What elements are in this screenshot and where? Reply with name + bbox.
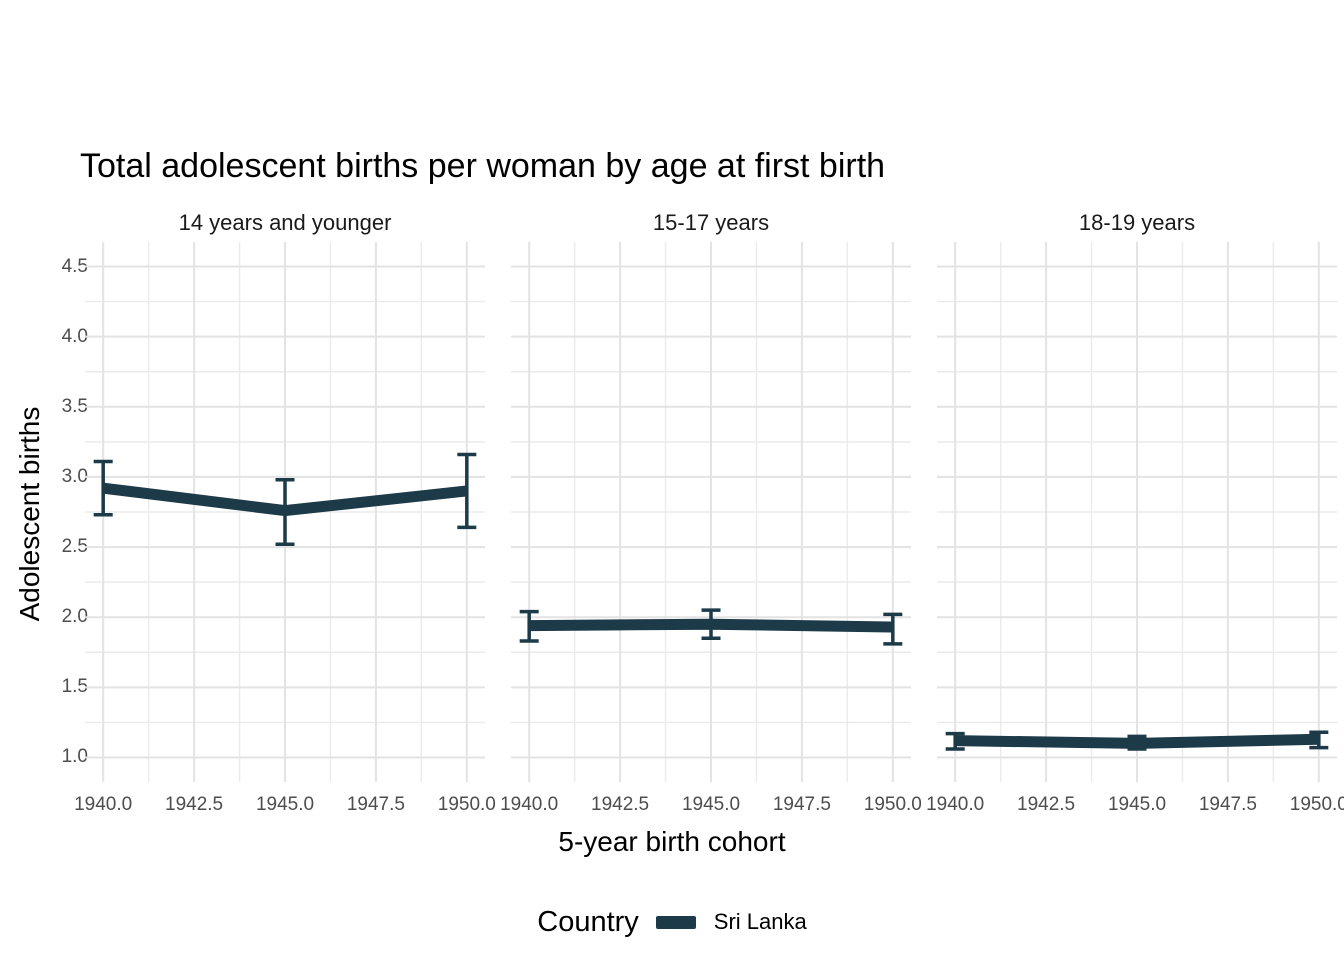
data-line (955, 733, 1319, 749)
legend-entry-label: Sri Lanka (713, 909, 807, 934)
error-bar (883, 612, 903, 646)
x-tick-label: 1950.0 (863, 794, 922, 815)
x-tick-label: 1940.0 (926, 794, 985, 815)
legend-title: Country (537, 905, 639, 938)
y-tick-label: 3.0 (61, 465, 88, 487)
x-tick-label: 1947.5 (346, 794, 405, 815)
facet-strip-label: 18-19 years (1078, 210, 1196, 235)
x-tick-label: 1942.5 (165, 794, 224, 815)
chart-title: Total adolescent births per woman by age… (80, 147, 886, 185)
y-tick-label: 2.5 (61, 536, 88, 558)
data-line (102, 482, 468, 517)
facet-strip-label: 15-17 years (652, 210, 770, 235)
data-line (529, 618, 893, 633)
legend-swatch-icon (655, 915, 696, 929)
y-tick-label: 3.5 (61, 395, 88, 417)
x-tick-label: 1947.5 (1198, 794, 1257, 815)
x-tick-label: 1950.0 (437, 794, 496, 815)
x-tick-label: 1945.0 (681, 794, 741, 815)
y-tick-label: 4.5 (61, 255, 88, 277)
x-tick-label: 1945.0 (1107, 794, 1167, 815)
error-bar (457, 452, 477, 530)
x-tick-label: 1942.5 (1017, 794, 1076, 815)
y-axis-title: Adolescent births (14, 406, 45, 622)
facet-panel (85, 242, 485, 782)
x-tick-label: 1950.0 (1289, 794, 1344, 815)
x-tick-label: 1940.0 (74, 794, 133, 815)
x-tick-label: 1942.5 (591, 794, 650, 815)
legend: Country Sri Lanka (0, 900, 1344, 944)
error-bar (519, 609, 539, 643)
x-axis-title: 5-year birth cohort (558, 826, 786, 857)
y-tick-label: 4.0 (61, 325, 88, 347)
facet-panel (511, 242, 911, 782)
y-tick-label: 1.0 (61, 746, 88, 768)
x-tick-label: 1940.0 (500, 794, 559, 815)
facet-panel (937, 242, 1337, 782)
facet-strip-label: 14 years and younger (178, 210, 392, 235)
x-tick-label: 1945.0 (255, 794, 315, 815)
y-tick-label: 2.0 (61, 606, 88, 628)
y-tick-label: 1.5 (61, 676, 88, 698)
x-tick-label: 1947.5 (772, 794, 831, 815)
